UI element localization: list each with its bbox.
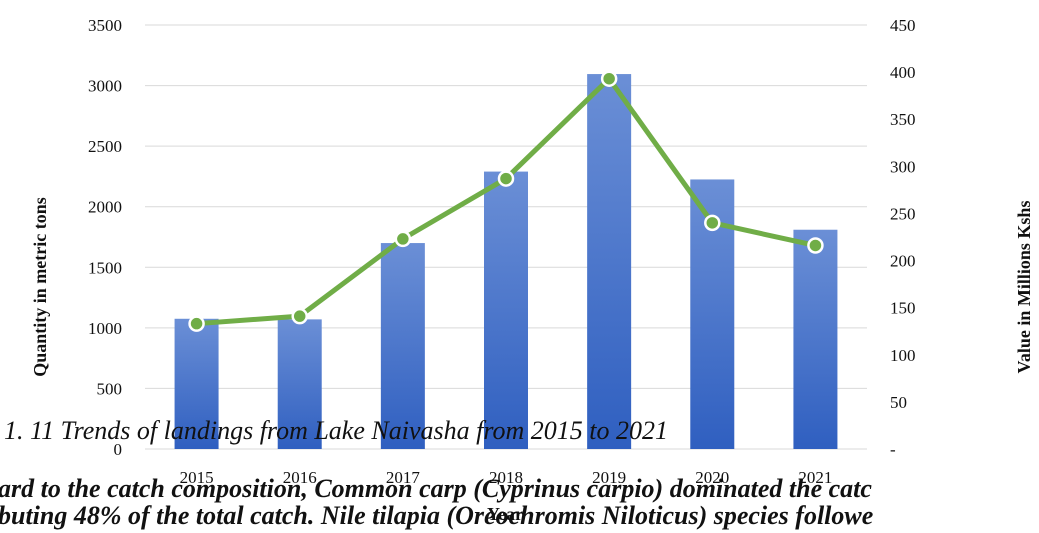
bar-2018 xyxy=(484,171,528,449)
y2-axis-title: Value in Millions Kshs xyxy=(1014,201,1034,374)
x-tick-label: 2021 xyxy=(798,468,832,487)
y2-tick-label: 150 xyxy=(890,299,916,318)
x-tick-label: 2019 xyxy=(592,468,626,487)
y-tick-label: 0 xyxy=(114,440,123,459)
paragraph-line-2: buting 48% of the total catch. Nile tila… xyxy=(0,501,874,530)
right-axis-ticks: - 50 100 150 200 250 300 350 400 450 xyxy=(890,16,916,459)
line-point-2016 xyxy=(291,307,308,325)
bar-2021 xyxy=(793,229,838,449)
x-tick-label: 2018 xyxy=(489,468,523,487)
bar-2015 xyxy=(174,318,219,449)
y-tick-label: 1000 xyxy=(88,319,122,338)
y-tick-label: 3500 xyxy=(88,16,122,35)
line-point-2021 xyxy=(807,237,824,254)
bar-2016 xyxy=(277,319,322,449)
bar-2019 xyxy=(587,74,632,449)
left-axis-ticks: 0 500 1000 1500 2000 2500 3000 3500 xyxy=(88,16,122,459)
y-axis-title: Quantity in metric tons xyxy=(30,197,50,377)
x-tick-label: 2020 xyxy=(695,468,729,487)
line-point-2015 xyxy=(188,315,205,332)
line-point-2020 xyxy=(704,214,721,232)
line-series xyxy=(188,70,824,332)
x-axis-ticks: 2015 2016 2017 2018 2019 2020 2021 xyxy=(180,468,833,487)
y2-tick-label: 350 xyxy=(890,110,916,129)
y-tick-label: 500 xyxy=(97,379,123,398)
y-tick-label: 2000 xyxy=(88,198,122,217)
x-axis-title: Year xyxy=(487,504,523,524)
y2-tick-label: 400 xyxy=(890,63,916,82)
paragraph-line-1: ard to the catch composition, Common car… xyxy=(0,474,872,503)
y2-tick-label: - xyxy=(890,440,896,459)
x-tick-label: 2017 xyxy=(386,468,421,487)
y2-tick-label: 250 xyxy=(890,204,916,223)
line-point-2017 xyxy=(394,230,412,248)
y2-tick-label: 100 xyxy=(890,346,916,365)
bar-series xyxy=(174,74,838,449)
y2-tick-label: 300 xyxy=(890,157,916,176)
x-tick-label: 2016 xyxy=(283,468,317,487)
line-point-2019 xyxy=(600,70,618,87)
y2-tick-label: 200 xyxy=(890,252,916,271)
line-point-2018 xyxy=(497,170,515,187)
y2-tick-label: 50 xyxy=(890,393,907,412)
bar-2017 xyxy=(380,243,425,449)
x-tick-label: 2015 xyxy=(180,468,214,487)
y-tick-label: 2500 xyxy=(88,137,122,156)
y-tick-label: 1500 xyxy=(88,258,122,277)
figure-caption: 1. 11 Trends of landings from Lake Naiva… xyxy=(4,416,668,445)
y-tick-label: 3000 xyxy=(88,77,122,96)
y2-tick-label: 450 xyxy=(890,16,916,35)
